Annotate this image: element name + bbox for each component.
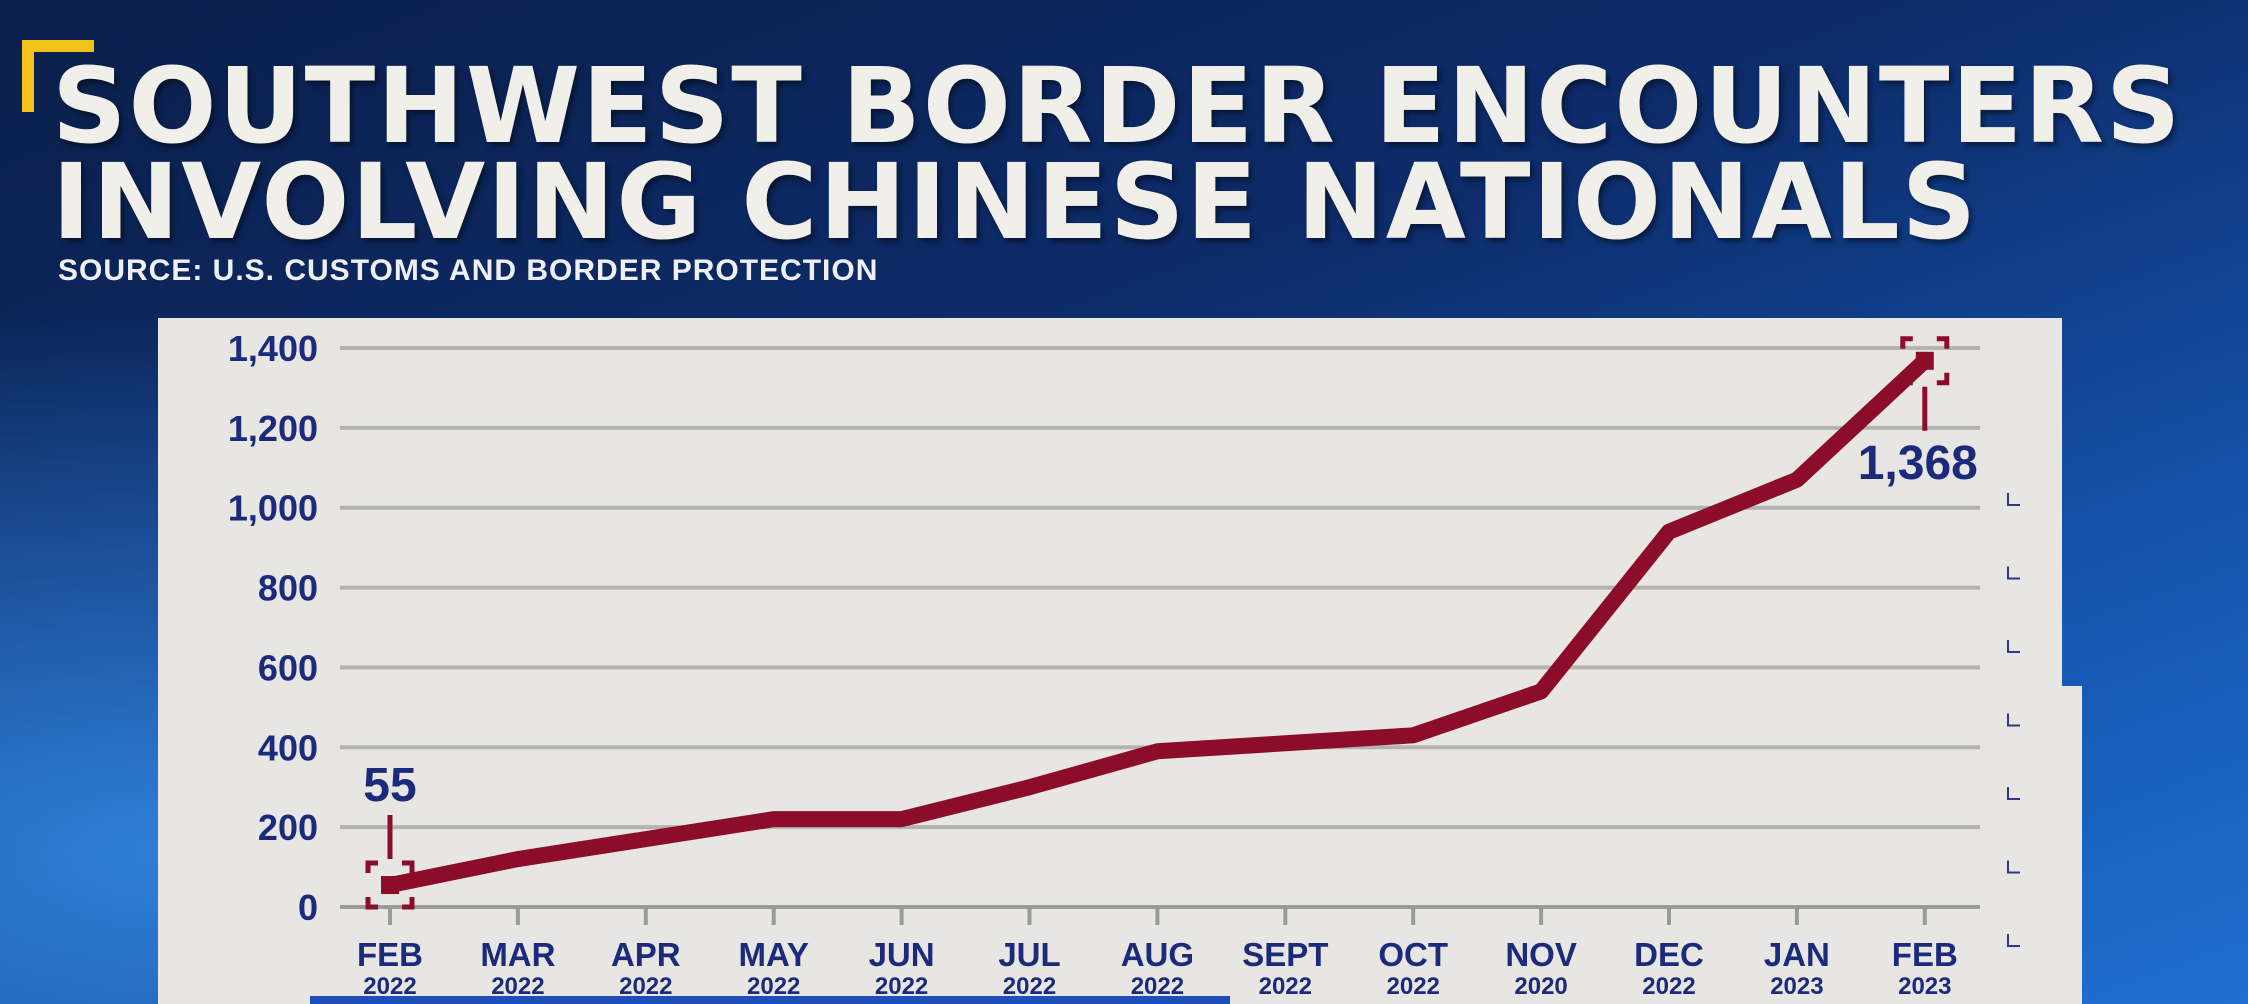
data-point bbox=[899, 817, 904, 822]
edge-tick-decoration bbox=[2007, 713, 2020, 727]
data-point bbox=[1411, 733, 1416, 738]
x-tick-label: DEC bbox=[1634, 936, 1704, 973]
marker-bracket bbox=[1900, 336, 1913, 349]
y-tick-label: 1,000 bbox=[228, 488, 318, 529]
data-point bbox=[643, 837, 648, 842]
marker-bracket bbox=[1936, 336, 1950, 349]
x-tick-label: NOV bbox=[1505, 936, 1577, 973]
marker-bracket bbox=[402, 860, 415, 874]
edge-tick-decoration bbox=[2007, 860, 2020, 874]
x-tick-year: 2022 bbox=[363, 973, 416, 1000]
marker-square bbox=[1915, 351, 1934, 370]
x-tick-label: OCT bbox=[1378, 936, 1448, 973]
data-point bbox=[1794, 477, 1799, 482]
x-tick-year: 2022 bbox=[1259, 973, 1312, 1000]
data-point bbox=[771, 817, 776, 822]
y-tick-label: 1,200 bbox=[228, 408, 318, 449]
data-point bbox=[1027, 785, 1032, 790]
x-tick-year: 2023 bbox=[1898, 973, 1951, 1000]
edge-tick-decoration bbox=[2007, 566, 2020, 580]
x-tick-year: 2022 bbox=[1003, 973, 1056, 1000]
y-tick-label: 200 bbox=[258, 807, 318, 848]
x-tick-year: 2022 bbox=[875, 973, 928, 1000]
edge-tick-decoration bbox=[2007, 787, 2020, 800]
x-tick-year: 2020 bbox=[1514, 973, 1567, 1000]
marker-bracket bbox=[1900, 372, 1913, 386]
x-tick-year: 2022 bbox=[491, 973, 544, 1000]
data-point bbox=[515, 857, 520, 862]
corner-accent bbox=[22, 40, 94, 112]
edge-tick-decoration bbox=[2007, 640, 2020, 653]
x-tick-year: 2022 bbox=[747, 973, 800, 1000]
data-point bbox=[1155, 749, 1160, 754]
bottom-accent-bar bbox=[310, 996, 1230, 1004]
chart-title: SOUTHWEST BORDER ENCOUNTERS INVOLVING CH… bbox=[52, 45, 2242, 263]
x-tick-label: JAN bbox=[1764, 936, 1830, 973]
data-point bbox=[1283, 741, 1288, 746]
marker-square bbox=[381, 876, 399, 895]
y-tick-label: 800 bbox=[258, 568, 318, 609]
x-tick-label: MAY bbox=[739, 936, 809, 973]
edge-tick-decoration bbox=[2007, 934, 2020, 947]
data-point bbox=[1539, 689, 1544, 694]
x-tick-label: SEPT bbox=[1242, 936, 1328, 973]
y-tick-label: 600 bbox=[258, 647, 318, 688]
x-tick-label: FEB bbox=[1892, 936, 1958, 973]
x-tick-label: FEB bbox=[357, 936, 423, 973]
x-tick-year: 2022 bbox=[1642, 973, 1695, 1000]
x-tick-year: 2023 bbox=[1770, 973, 1823, 1000]
title-line-1: SOUTHWEST BORDER ENCOUNTERS bbox=[52, 45, 2183, 167]
x-tick-year: 2022 bbox=[619, 973, 672, 1000]
x-tick-label: APR bbox=[611, 936, 681, 973]
y-tick-label: 400 bbox=[258, 727, 318, 768]
source-note: SOURCE: U.S. CUSTOMS AND BORDER PROTECTI… bbox=[58, 254, 879, 287]
chart-panel bbox=[158, 318, 2062, 1004]
marker-bracket bbox=[1936, 372, 1950, 386]
y-tick-label: 0 bbox=[298, 887, 318, 928]
title-line-2: INVOLVING CHINESE NATIONALS bbox=[52, 141, 1979, 263]
marker-bracket bbox=[402, 897, 415, 910]
marker-bracket bbox=[365, 860, 378, 874]
x-tick-label: JUL bbox=[998, 936, 1060, 973]
marker-bracket bbox=[365, 897, 378, 910]
edge-tick-decoration bbox=[2007, 493, 2020, 506]
x-tick-year: 2022 bbox=[1131, 973, 1184, 1000]
data-point bbox=[1667, 529, 1671, 534]
data-label: 55 bbox=[363, 759, 416, 812]
data-label: 1,368 bbox=[1858, 437, 1978, 490]
series-line bbox=[382, 352, 1933, 894]
x-tick-label: JUN bbox=[869, 936, 935, 973]
y-tick-label: 1,400 bbox=[228, 328, 318, 369]
x-tick-year: 2022 bbox=[1387, 973, 1440, 1000]
x-tick-label: MAR bbox=[480, 936, 555, 973]
x-tick-label: AUG bbox=[1121, 936, 1194, 973]
chart-panel-edge bbox=[2062, 686, 2082, 1004]
